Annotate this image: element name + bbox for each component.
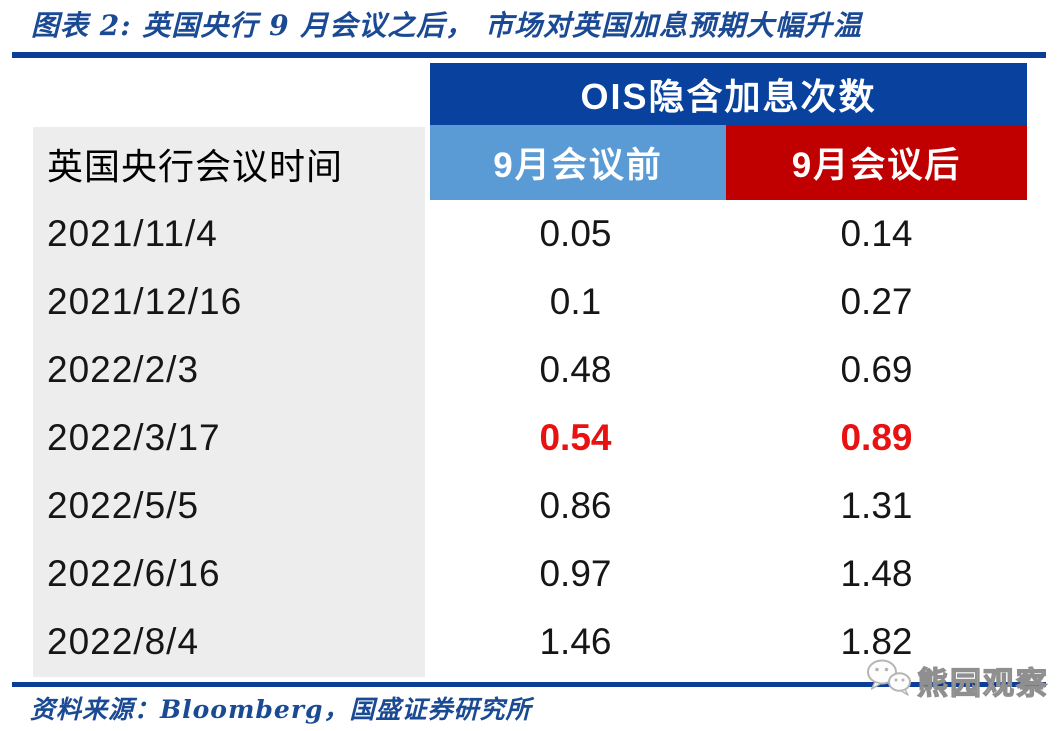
table-row: 2022/5/5 0.86 1.31 [33, 472, 1027, 540]
meeting-date-cell: 2022/8/4 [47, 621, 200, 662]
post-meeting-value-cell: 0.89 [840, 417, 913, 458]
meeting-date-cell: 2022/3/17 [47, 417, 221, 458]
pre-meeting-value-cell: 0.86 [539, 485, 612, 526]
figure-title: 图表 2: 英国央行 9 月会议之后， 市场对英国加息预期大幅升温 [31, 9, 863, 42]
divider-bottom [12, 682, 1046, 687]
meeting-date-cell: 2022/5/5 [47, 485, 200, 526]
meeting-date-cell: 2021/12/16 [47, 281, 243, 322]
column-header-post-meeting: 9月会议后 [726, 125, 1027, 200]
table-row: 2021/11/4 0.05 0.14 [33, 200, 1027, 268]
table-row: 2021/12/16 0.1 0.27 [33, 268, 1027, 336]
watermark: 熊园观察 [866, 658, 1049, 703]
date-column-background [33, 127, 425, 677]
column-header-pre-meeting: 9月会议前 [430, 125, 726, 200]
table-group-header: OIS隐含加息次数 [430, 63, 1027, 125]
pre-meeting-value-cell: 0.1 [549, 281, 602, 322]
post-meeting-value-cell: 1.82 [840, 621, 913, 662]
table-rows: 2021/11/4 0.05 0.14 2021/12/16 0.1 0.27 … [33, 200, 1027, 676]
watermark-label: 熊园观察 [916, 665, 1049, 701]
pre-meeting-value-cell: 0.54 [539, 417, 612, 458]
meeting-date-cell: 2022/6/16 [47, 553, 221, 594]
divider-top [12, 52, 1046, 58]
table-row: 2022/2/3 0.48 0.69 [33, 336, 1027, 404]
post-meeting-value-cell: 0.27 [840, 281, 913, 322]
post-meeting-value-cell: 0.14 [840, 213, 913, 254]
source-note: 资料来源：Bloomberg，国盛证券研究所 [30, 695, 532, 724]
table-row: 2022/8/4 1.46 1.82 [33, 608, 1027, 676]
pre-meeting-value-cell: 0.97 [539, 553, 612, 594]
pre-meeting-value-cell: 0.48 [539, 349, 612, 390]
post-meeting-value-cell: 1.48 [840, 553, 913, 594]
table-row: 2022/3/17 0.54 0.89 [33, 404, 1027, 472]
pre-meeting-value-cell: 0.05 [539, 213, 612, 254]
post-meeting-value-cell: 1.31 [840, 485, 913, 526]
meeting-date-cell: 2022/2/3 [47, 349, 200, 390]
table-row: 2022/6/16 0.97 1.48 [33, 540, 1027, 608]
meeting-date-cell: 2021/11/4 [47, 213, 218, 254]
wechat-icon [866, 658, 912, 703]
pre-meeting-value-cell: 1.46 [539, 621, 612, 662]
table-row-header: 英国央行会议时间 [47, 145, 344, 187]
post-meeting-value-cell: 0.69 [840, 349, 913, 390]
